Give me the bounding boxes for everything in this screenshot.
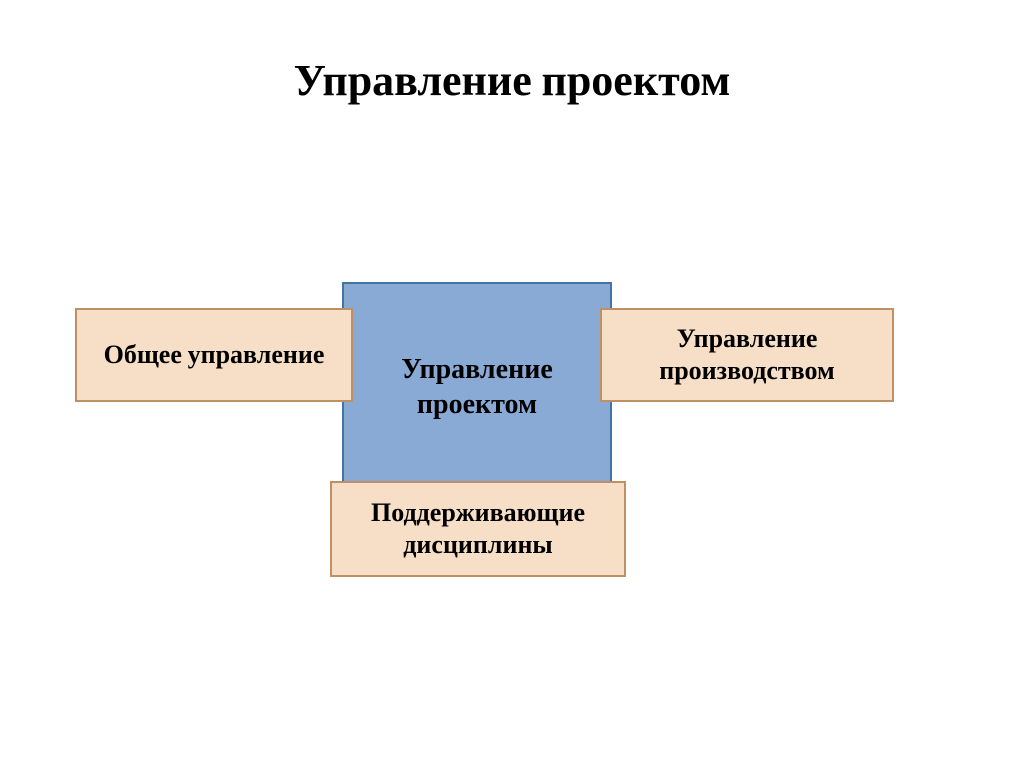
box-left: Общее управление xyxy=(75,308,353,402)
box-right: Управление производством xyxy=(600,308,894,402)
page-title: Управление проектом xyxy=(0,55,1024,106)
slide: Управление проектом Управление проектом … xyxy=(0,0,1024,767)
box-center: Управление проектом xyxy=(342,282,612,492)
box-bottom: Поддерживающие дисциплины xyxy=(330,481,626,577)
